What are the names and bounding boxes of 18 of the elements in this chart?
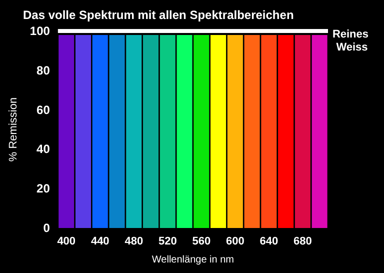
ref-line-label: Reines Weiss: [332, 28, 372, 54]
y-tick-label: 60: [36, 102, 50, 117]
x-tick-label: 400: [57, 236, 76, 248]
chart-title: Das volle Spektrum mit allen Spektralbereichen: [23, 8, 294, 22]
y-tick-label: 0: [43, 221, 50, 235]
x-tick-label: 440: [90, 236, 110, 248]
x-tick-label: 680: [294, 236, 312, 248]
y-tick-label: 80: [36, 63, 50, 78]
y-tick-label: 100: [30, 24, 50, 38]
x-tick-label: 600: [226, 236, 244, 248]
x-tick-label: 480: [124, 236, 144, 248]
y-tick-label: 20: [36, 182, 50, 196]
y-tick-label: 40: [36, 142, 50, 156]
x-tick-label: 560: [192, 236, 211, 248]
y-axis-title: % Remission: [8, 97, 20, 162]
x-tick-label: 520: [158, 236, 177, 248]
x-axis-title: Wellenlänge in nm: [152, 254, 234, 266]
x-tick-label: 640: [260, 236, 278, 248]
